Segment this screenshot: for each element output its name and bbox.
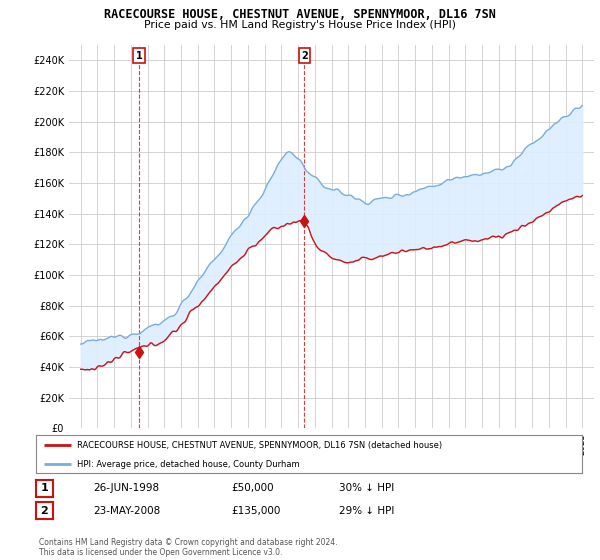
Text: RACECOURSE HOUSE, CHESTNUT AVENUE, SPENNYMOOR, DL16 7SN (detached house): RACECOURSE HOUSE, CHESTNUT AVENUE, SPENN… <box>77 441 442 450</box>
Text: 2: 2 <box>301 50 308 60</box>
Text: £50,000: £50,000 <box>231 483 274 493</box>
Text: RACECOURSE HOUSE, CHESTNUT AVENUE, SPENNYMOOR, DL16 7SN: RACECOURSE HOUSE, CHESTNUT AVENUE, SPENN… <box>104 8 496 21</box>
Text: 23-MAY-2008: 23-MAY-2008 <box>93 506 160 516</box>
Text: 30% ↓ HPI: 30% ↓ HPI <box>339 483 394 493</box>
Text: £135,000: £135,000 <box>231 506 280 516</box>
Text: Contains HM Land Registry data © Crown copyright and database right 2024.
This d: Contains HM Land Registry data © Crown c… <box>39 538 337 557</box>
Text: 29% ↓ HPI: 29% ↓ HPI <box>339 506 394 516</box>
Text: Price paid vs. HM Land Registry's House Price Index (HPI): Price paid vs. HM Land Registry's House … <box>144 20 456 30</box>
Text: 2: 2 <box>41 506 48 516</box>
Text: 1: 1 <box>41 483 48 493</box>
Text: 1: 1 <box>136 50 142 60</box>
Text: 26-JUN-1998: 26-JUN-1998 <box>93 483 159 493</box>
Text: HPI: Average price, detached house, County Durham: HPI: Average price, detached house, Coun… <box>77 460 299 469</box>
